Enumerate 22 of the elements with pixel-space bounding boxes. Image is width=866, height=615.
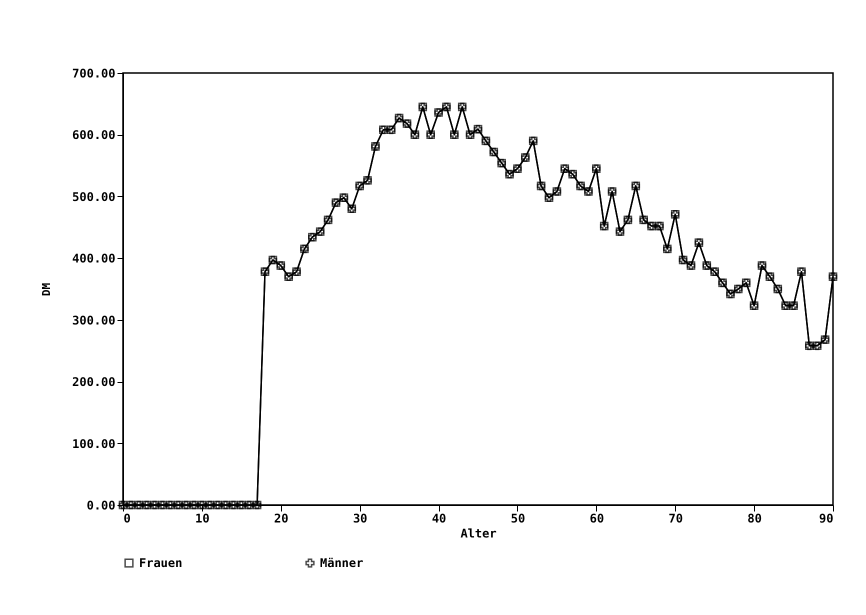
y-tick-label: 300.00	[72, 313, 116, 328]
x-tick-label: 40	[432, 512, 446, 526]
x-tick-label: 70	[668, 512, 683, 526]
y-tick-label: 500.00	[72, 190, 116, 204]
x-tick-label: 30	[352, 512, 368, 526]
x-tick-label: 0	[124, 512, 131, 526]
x-tick-label: 50	[510, 512, 526, 526]
y-tick-label: 0.00	[86, 498, 116, 512]
x-tick-label: 60	[590, 512, 604, 526]
legend-label: Frauen	[139, 556, 182, 570]
y-axis-title: DM	[40, 282, 54, 296]
y-tick-label: 100.00	[72, 436, 116, 451]
y-tick-label: 600.00	[72, 128, 116, 142]
y-tick-label: 200.00	[72, 375, 116, 390]
x-tick-label: 90	[819, 512, 834, 526]
x-tick-label: 20	[274, 512, 289, 526]
x-tick-label: 80	[747, 512, 762, 526]
x-axis-title: Alter	[460, 526, 497, 540]
x-tick-label: 10	[195, 512, 210, 526]
y-tick-label: 700.00	[72, 66, 116, 80]
legend-label: Männer	[320, 556, 364, 570]
y-tick-label: 400.00	[72, 252, 116, 266]
